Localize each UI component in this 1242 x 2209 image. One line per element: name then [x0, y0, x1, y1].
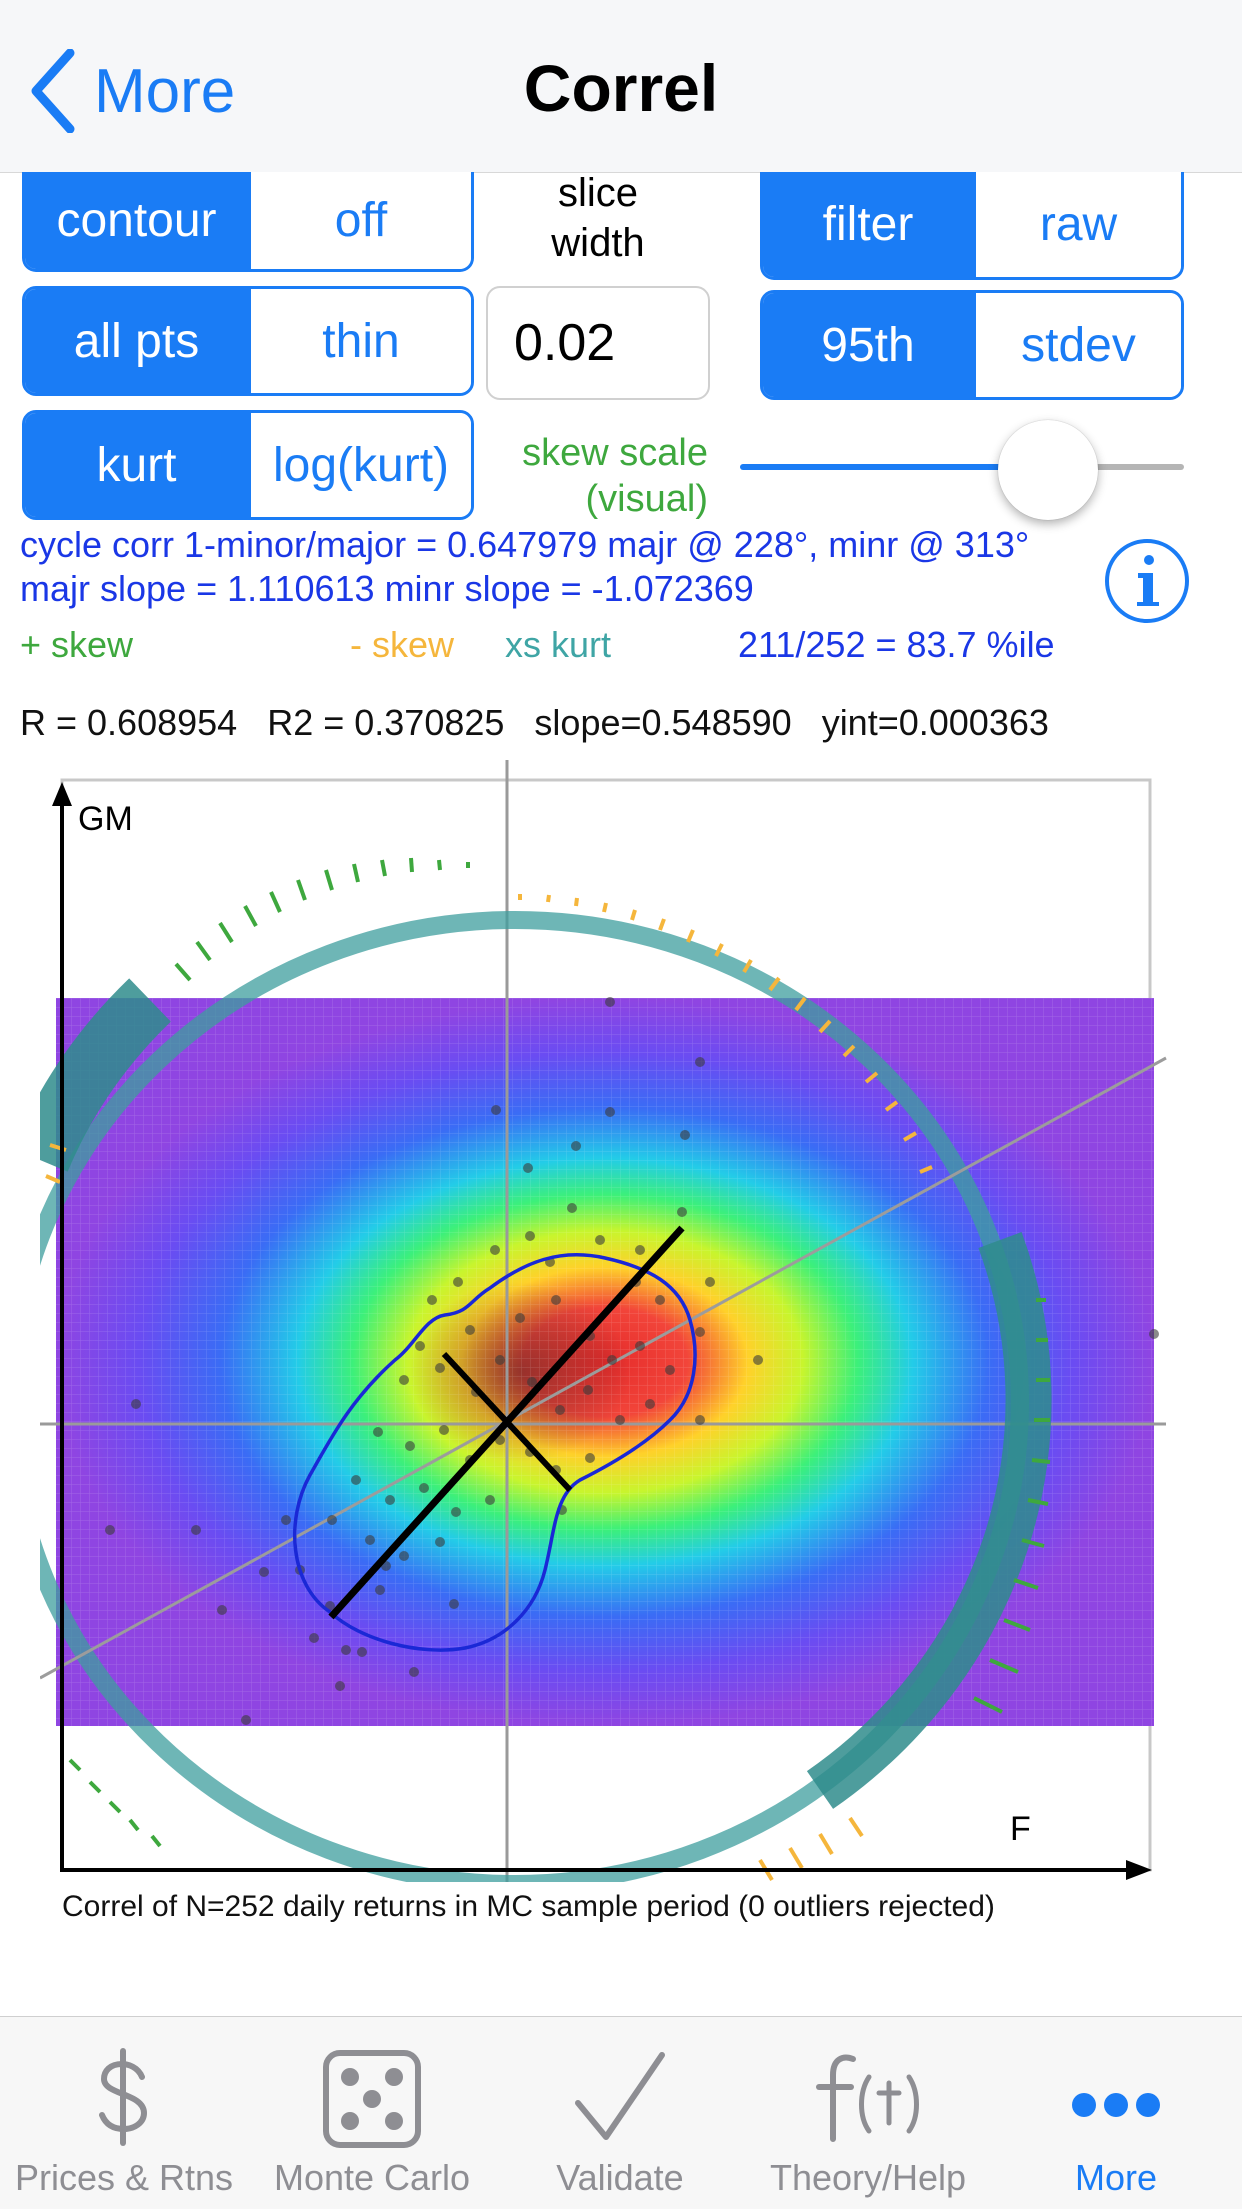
tab-validate[interactable]: Validate	[496, 2017, 744, 2209]
skew-scale-slider[interactable]	[740, 420, 1184, 520]
contour-option[interactable]: contour	[25, 172, 248, 269]
tab-label-validate: Validate	[556, 2157, 684, 2198]
skew-ticks-negative	[45, 894, 933, 1882]
yint-value: yint=0.000363	[821, 702, 1049, 743]
y-axis-arrow	[52, 782, 72, 806]
chevron-left-icon	[31, 49, 75, 133]
regression-line	[40, 1056, 1167, 1680]
info-icon	[1105, 539, 1189, 623]
filter-option[interactable]: filter	[763, 172, 973, 277]
slice-label-line1: slice	[557, 171, 639, 215]
percentile-toggle[interactable]: 95th stdev	[760, 290, 1184, 400]
y-axis-label: GM	[78, 800, 133, 838]
kurt-toggle[interactable]: kurt log(kurt)	[22, 410, 474, 520]
tab-label-monte-carlo: Monte Carlo	[273, 2157, 471, 2198]
r2-value: R2 = 0.370825	[267, 702, 505, 743]
stdev-option[interactable]: stdev	[973, 293, 1181, 397]
tab-monte-carlo[interactable]: Monte Carlo	[248, 2017, 496, 2209]
back-button[interactable]: More	[30, 46, 235, 136]
checkmark-icon	[575, 2052, 665, 2140]
minor-axis	[441, 1351, 573, 1493]
kurt-option[interactable]: kurt	[25, 413, 248, 517]
back-label: More	[94, 56, 236, 126]
tab-more[interactable]: More	[992, 2017, 1240, 2209]
filter-toggle[interactable]: filter raw	[760, 172, 1184, 280]
slice-width-input[interactable]: 0.02	[486, 286, 710, 400]
tab-label-more: More	[1074, 2157, 1158, 2198]
tab-theory-help[interactable]: Theory/Help	[744, 2017, 992, 2209]
95th-option[interactable]: 95th	[763, 293, 973, 397]
tab-label-theory: Theory/Help	[769, 2157, 967, 2198]
skew-scale-label: skew scale (visual)	[486, 430, 708, 522]
slice-label-line2: width	[551, 221, 645, 265]
percentile-contour	[293, 1253, 697, 1652]
correlation-chart: GM F	[40, 760, 1167, 1882]
log-kurt-option[interactable]: log(kurt)	[248, 413, 471, 517]
cycle-corr-text: cycle corr 1-minor/major = 0.647979 majr…	[20, 524, 1030, 565]
dollar-icon	[99, 2048, 148, 2146]
slice-width-label: slice width	[486, 168, 710, 268]
slice-width-value: 0.02	[514, 314, 616, 372]
contour-toggle[interactable]: contour off	[22, 172, 474, 272]
thin-option[interactable]: thin	[248, 289, 471, 393]
r-value: R = 0.608954	[20, 702, 238, 743]
slider-track-filled	[740, 464, 1050, 470]
more-icon	[1072, 2093, 1160, 2117]
slider-thumb[interactable]	[998, 420, 1098, 520]
dice-icon	[323, 2050, 421, 2148]
xs-kurt-legend: xs kurt	[505, 624, 612, 665]
slider-track-empty	[1050, 464, 1184, 470]
slope-text: majr slope = 1.110613 minr slope = -1.07…	[20, 568, 754, 609]
navigation-bar	[0, 0, 1242, 173]
contour-off-option[interactable]: off	[248, 172, 471, 269]
scatter-points	[105, 997, 1159, 1725]
skew-ticks-positive	[68, 857, 1051, 1848]
kurtosis-band-thick-right	[806, 1232, 1052, 1809]
page-title: Correl	[523, 51, 719, 125]
skew-scale-line2: (visual)	[585, 478, 708, 520]
chart-caption: Correl of N=252 daily returns in MC samp…	[62, 1890, 995, 1923]
all-pts-option[interactable]: all pts	[25, 289, 248, 393]
tab-bar: Prices & Rtns Monte Carlo Validate	[0, 2016, 1242, 2209]
minus-skew-legend: - skew	[350, 624, 455, 665]
info-button[interactable]	[1104, 538, 1190, 624]
skew-scale-line1: skew scale	[522, 432, 708, 474]
slope-value: slope=0.548590	[534, 702, 792, 743]
x-axis-label: F	[1010, 1810, 1031, 1848]
tab-label-prices: Prices & Rtns	[14, 2157, 234, 2198]
plus-skew-legend: + skew	[20, 624, 134, 665]
points-toggle[interactable]: all pts thin	[22, 286, 474, 396]
percentile-readout: 211/252 = 83.7 %ile	[738, 624, 1055, 665]
x-axis-arrow	[1126, 1860, 1152, 1880]
function-icon	[816, 2054, 919, 2142]
tab-prices-rtns[interactable]: Prices & Rtns	[0, 2017, 248, 2209]
kurtosis-band-thick-left	[40, 978, 172, 1172]
stats-line: R = 0.608954 R2 = 0.370825 slope=0.54859…	[20, 702, 1049, 744]
raw-option[interactable]: raw	[973, 172, 1181, 277]
